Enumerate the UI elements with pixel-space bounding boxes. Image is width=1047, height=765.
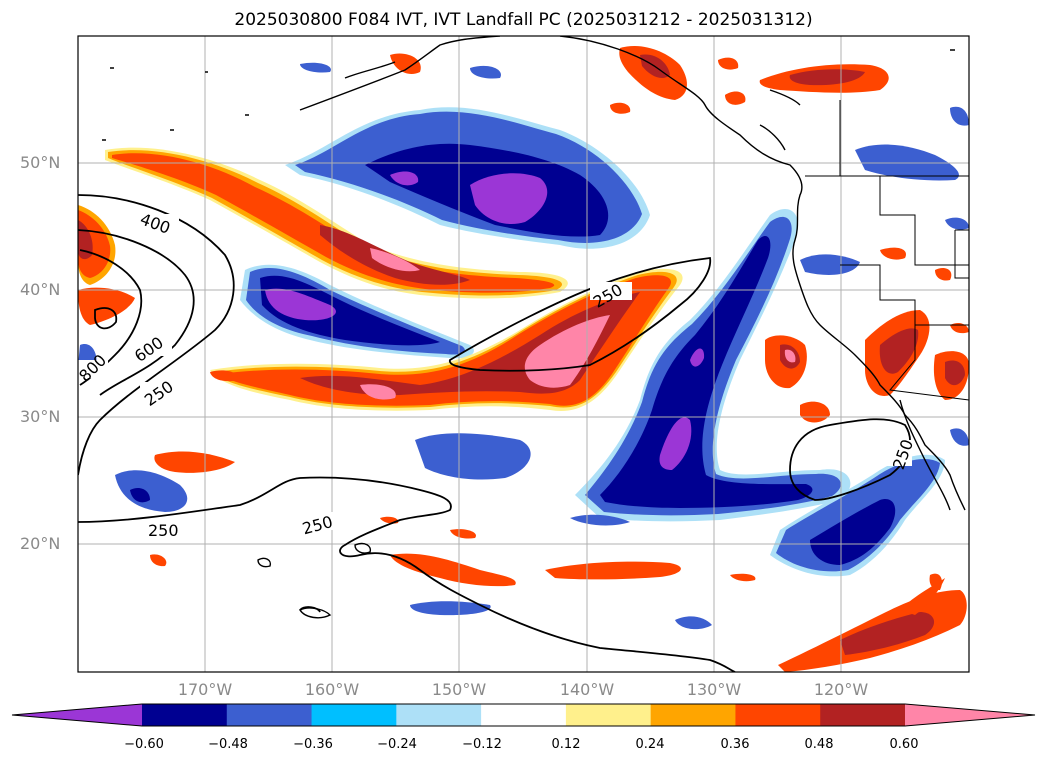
colorbar-tick-label: −0.48 bbox=[208, 737, 248, 752]
colorbar-tick-label: 0.48 bbox=[804, 737, 834, 752]
colorbar-extend-min bbox=[12, 704, 142, 726]
map-frame bbox=[77, 35, 970, 673]
lon-label-140w: 140°W bbox=[559, 680, 615, 699]
lat-label-40n: 40°N bbox=[20, 280, 61, 299]
colorbar-bin bbox=[565, 704, 652, 726]
lon-label-150w: 150°W bbox=[431, 680, 487, 699]
colorbar-tick-label: 0.12 bbox=[551, 737, 581, 752]
lat-label-30n: 30°N bbox=[20, 407, 61, 426]
lon-label-120w: 120°W bbox=[813, 680, 869, 699]
colorbar-tick-label: 0.60 bbox=[889, 737, 919, 752]
colorbar-tick-label: −0.60 bbox=[124, 737, 164, 752]
colorbar-extend-max bbox=[905, 704, 1035, 726]
lon-label-160w: 160°W bbox=[304, 680, 360, 699]
colorbar-bin bbox=[820, 704, 906, 726]
lat-label-20n: 20°N bbox=[20, 534, 61, 553]
contour-label-250-southwest: 250 bbox=[148, 521, 179, 540]
colorbar-bin bbox=[226, 704, 313, 726]
colorbar-bin bbox=[481, 704, 567, 726]
lat-label-50n: 50°N bbox=[20, 153, 61, 172]
colorbar-tick-label: −0.12 bbox=[462, 737, 502, 752]
map-title: 2025030800 F084 IVT, IVT Landfall PC (20… bbox=[234, 10, 813, 30]
colorbar-bin bbox=[142, 704, 228, 726]
colorbar-bin bbox=[735, 704, 821, 726]
lon-label-130w: 130°W bbox=[686, 680, 742, 699]
political-borders bbox=[805, 100, 969, 401]
colorbar-tick-label: −0.36 bbox=[293, 737, 333, 752]
lon-label-170w: 170°W bbox=[177, 680, 233, 699]
colorbar-bin bbox=[650, 704, 736, 726]
colorbar-bin bbox=[311, 704, 397, 726]
colorbar-tick-label: −0.24 bbox=[377, 737, 417, 752]
ivt-contours bbox=[78, 194, 911, 672]
colorbar-outline bbox=[11, 703, 1036, 727]
positive-ivt-pc-field bbox=[78, 45, 969, 672]
colorbar-bin bbox=[396, 704, 482, 726]
graticule bbox=[78, 36, 969, 672]
colorbar-tick-label: 0.36 bbox=[720, 737, 750, 752]
colorbar-tick-label: 0.24 bbox=[635, 737, 665, 752]
colorbar bbox=[11, 703, 1036, 727]
